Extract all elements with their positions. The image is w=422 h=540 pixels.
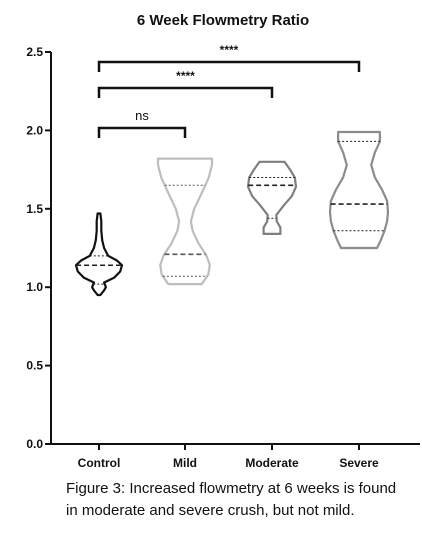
figure-caption: Figure 3: Increased flowmetry at 6 weeks… <box>66 478 416 522</box>
y-tick-label: 1.0 <box>26 280 43 294</box>
caption-line-1: Figure 3: Increased flowmetry at 6 weeks… <box>66 480 397 497</box>
significance-label: **** <box>220 43 239 57</box>
violin-control <box>74 212 124 297</box>
significance-bracket <box>97 60 361 72</box>
chart-title: 6 Week Flowmetry Ratio <box>137 12 309 29</box>
y-tick-label: 1.5 <box>26 202 43 216</box>
caption-line-2: in moderate and severe crush, but not mi… <box>66 502 355 519</box>
y-tick-label: 0.0 <box>26 437 43 451</box>
significance-brackets: ns **** **** <box>97 43 361 138</box>
significance-bracket <box>97 126 187 138</box>
y-tick-label: 2.5 <box>26 45 43 59</box>
axes: 0.0 0.5 1.0 1.5 2.0 2.5 Control Mild Moderate Sev… <box>26 45 420 470</box>
violin-moderate <box>246 160 298 235</box>
significance-label: **** <box>176 69 195 83</box>
x-tick-label: Mild <box>173 456 197 470</box>
x-tick-label: Severe <box>339 456 379 470</box>
significance-label: ns <box>135 108 149 123</box>
y-tick-label: 2.0 <box>26 123 43 137</box>
violin-chart: 6 Week Flowmetry Ratio 0.0 0.5 1.0 1.5 2.0 2.… <box>26 12 420 470</box>
violins <box>74 130 390 297</box>
significance-bracket <box>97 86 274 98</box>
violin-severe <box>328 130 390 250</box>
x-tick-label: Moderate <box>245 456 299 470</box>
violin-mild <box>156 157 214 286</box>
y-tick-label: 0.5 <box>26 359 43 373</box>
x-tick-label: Control <box>78 456 121 470</box>
